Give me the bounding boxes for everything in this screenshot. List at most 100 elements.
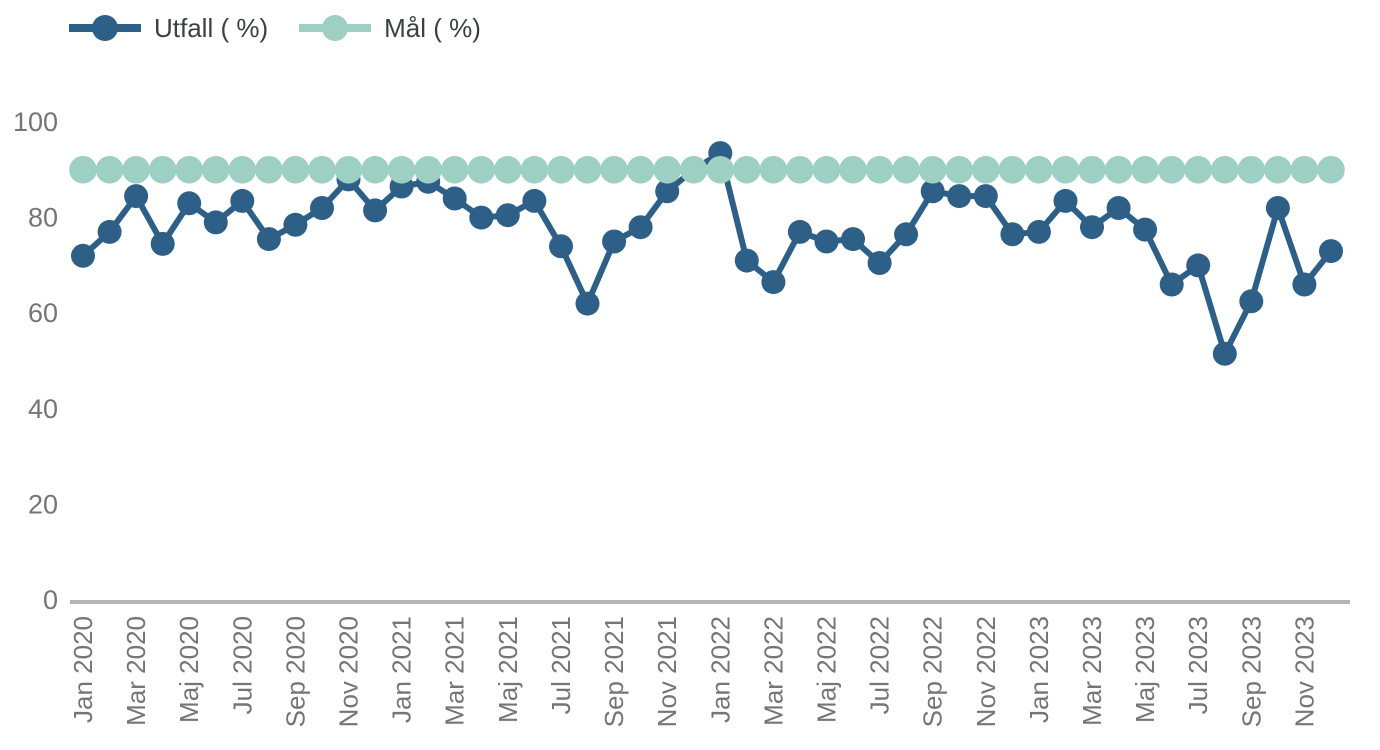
mal-point[interactable] [892, 156, 920, 184]
legend-item-utfall[interactable]: Utfall ( %) [68, 12, 268, 44]
mal-point[interactable] [653, 156, 681, 184]
utfall-point[interactable] [920, 179, 945, 204]
utfall-point[interactable] [1000, 222, 1025, 247]
mal-point[interactable] [918, 156, 947, 184]
x-tick-label: Jul 2023 [1183, 616, 1213, 714]
utfall-point[interactable] [442, 186, 467, 211]
mal-point[interactable] [573, 156, 602, 184]
utfall-point[interactable] [1319, 239, 1343, 264]
mal-point[interactable] [281, 156, 310, 184]
chart-legend: Utfall ( %) Mål ( %) [68, 12, 481, 44]
utfall-point[interactable] [867, 251, 892, 275]
mal-point[interactable] [414, 156, 443, 184]
y-tick-label: 40 [28, 394, 58, 424]
utfall-point[interactable] [761, 270, 786, 295]
mal-point[interactable] [1211, 156, 1239, 184]
mal-point[interactable] [1264, 156, 1292, 184]
utfall-point[interactable] [894, 222, 919, 247]
utfall-point[interactable] [495, 203, 520, 228]
utfall-point[interactable] [71, 243, 95, 268]
mal-point[interactable] [998, 156, 1027, 184]
x-tick-label: Nov 2022 [971, 616, 1001, 727]
mal-point[interactable] [1184, 156, 1212, 184]
mal-point[interactable] [1237, 156, 1266, 184]
mal-point[interactable] [945, 156, 973, 184]
utfall-point[interactable] [1133, 217, 1158, 242]
mal-point[interactable] [1104, 156, 1133, 184]
utfall-point[interactable] [124, 184, 149, 209]
mal-point[interactable] [733, 156, 761, 184]
utfall-point[interactable] [973, 184, 998, 209]
x-tick-label: Mar 2022 [758, 616, 788, 726]
mal-point[interactable] [1290, 156, 1319, 184]
mal-point[interactable] [1078, 156, 1106, 184]
y-tick-label: 100 [13, 107, 58, 137]
utfall-point[interactable] [230, 188, 255, 213]
mal-point[interactable] [175, 156, 203, 184]
mal-point[interactable] [122, 156, 150, 184]
utfall-point[interactable] [177, 191, 202, 216]
legend-item-mal[interactable]: Mål ( %) [298, 12, 481, 44]
mal-point[interactable] [865, 156, 894, 184]
utfall-point[interactable] [841, 227, 865, 252]
utfall-point[interactable] [1186, 253, 1211, 278]
utfall-point[interactable] [1080, 215, 1104, 240]
mal-point[interactable] [1131, 156, 1159, 184]
utfall-point[interactable] [814, 229, 839, 254]
mal-point[interactable] [202, 156, 230, 184]
utfall-point[interactable] [1265, 196, 1290, 220]
utfall-point[interactable] [947, 184, 972, 209]
utfall-point[interactable] [1026, 219, 1051, 244]
utfall-point[interactable] [549, 234, 573, 259]
utfall-point[interactable] [1239, 289, 1264, 314]
utfall-point[interactable] [363, 198, 388, 223]
mal-point[interactable] [148, 156, 177, 184]
mal-point[interactable] [812, 156, 841, 184]
utfall-point[interactable] [97, 219, 122, 244]
mal-point[interactable] [494, 156, 522, 184]
mal-point[interactable] [1025, 156, 1053, 184]
mal-point[interactable] [228, 156, 257, 184]
mal-point[interactable] [600, 156, 628, 184]
utfall-point[interactable] [628, 215, 653, 240]
mal-point[interactable] [626, 156, 655, 184]
utfall-point[interactable] [522, 188, 547, 213]
utfall-point[interactable] [602, 229, 627, 254]
mal-point[interactable] [308, 156, 336, 184]
mal-point[interactable] [255, 156, 283, 184]
utfall-point[interactable] [256, 227, 281, 252]
utfall-point[interactable] [734, 248, 759, 273]
mal-point[interactable] [972, 156, 1000, 184]
utfall-point[interactable] [283, 212, 308, 237]
mal-point[interactable] [839, 156, 867, 184]
utfall-point[interactable] [1053, 188, 1078, 213]
utfall-point[interactable] [203, 210, 228, 235]
utfall-point[interactable] [575, 291, 600, 316]
mal-point[interactable] [440, 156, 469, 184]
mal-point[interactable] [759, 156, 788, 184]
utfall-point[interactable] [150, 231, 175, 256]
utfall-point[interactable] [469, 205, 494, 230]
mal-point[interactable] [69, 156, 97, 184]
mal-point[interactable] [679, 156, 708, 184]
utfall-point[interactable] [655, 179, 680, 204]
mal-point[interactable] [786, 156, 814, 184]
mal-point[interactable] [1317, 156, 1345, 184]
legend-label-utfall: Utfall ( %) [154, 13, 269, 43]
utfall-point[interactable] [787, 219, 812, 244]
mal-point[interactable] [467, 156, 496, 184]
mal-point[interactable] [95, 156, 124, 184]
utfall-point[interactable] [1212, 341, 1237, 366]
mal-point[interactable] [706, 156, 735, 184]
utfall-point[interactable] [310, 196, 334, 220]
mal-point[interactable] [547, 156, 575, 184]
mal-point[interactable] [1157, 156, 1186, 184]
mal-point[interactable] [1051, 156, 1080, 184]
mal-point[interactable] [334, 156, 363, 184]
mal-point[interactable] [520, 156, 549, 184]
utfall-point[interactable] [1292, 272, 1317, 297]
utfall-point[interactable] [1106, 196, 1131, 220]
utfall-point[interactable] [1159, 272, 1184, 297]
mal-point[interactable] [361, 156, 389, 184]
mal-point[interactable] [387, 156, 416, 184]
